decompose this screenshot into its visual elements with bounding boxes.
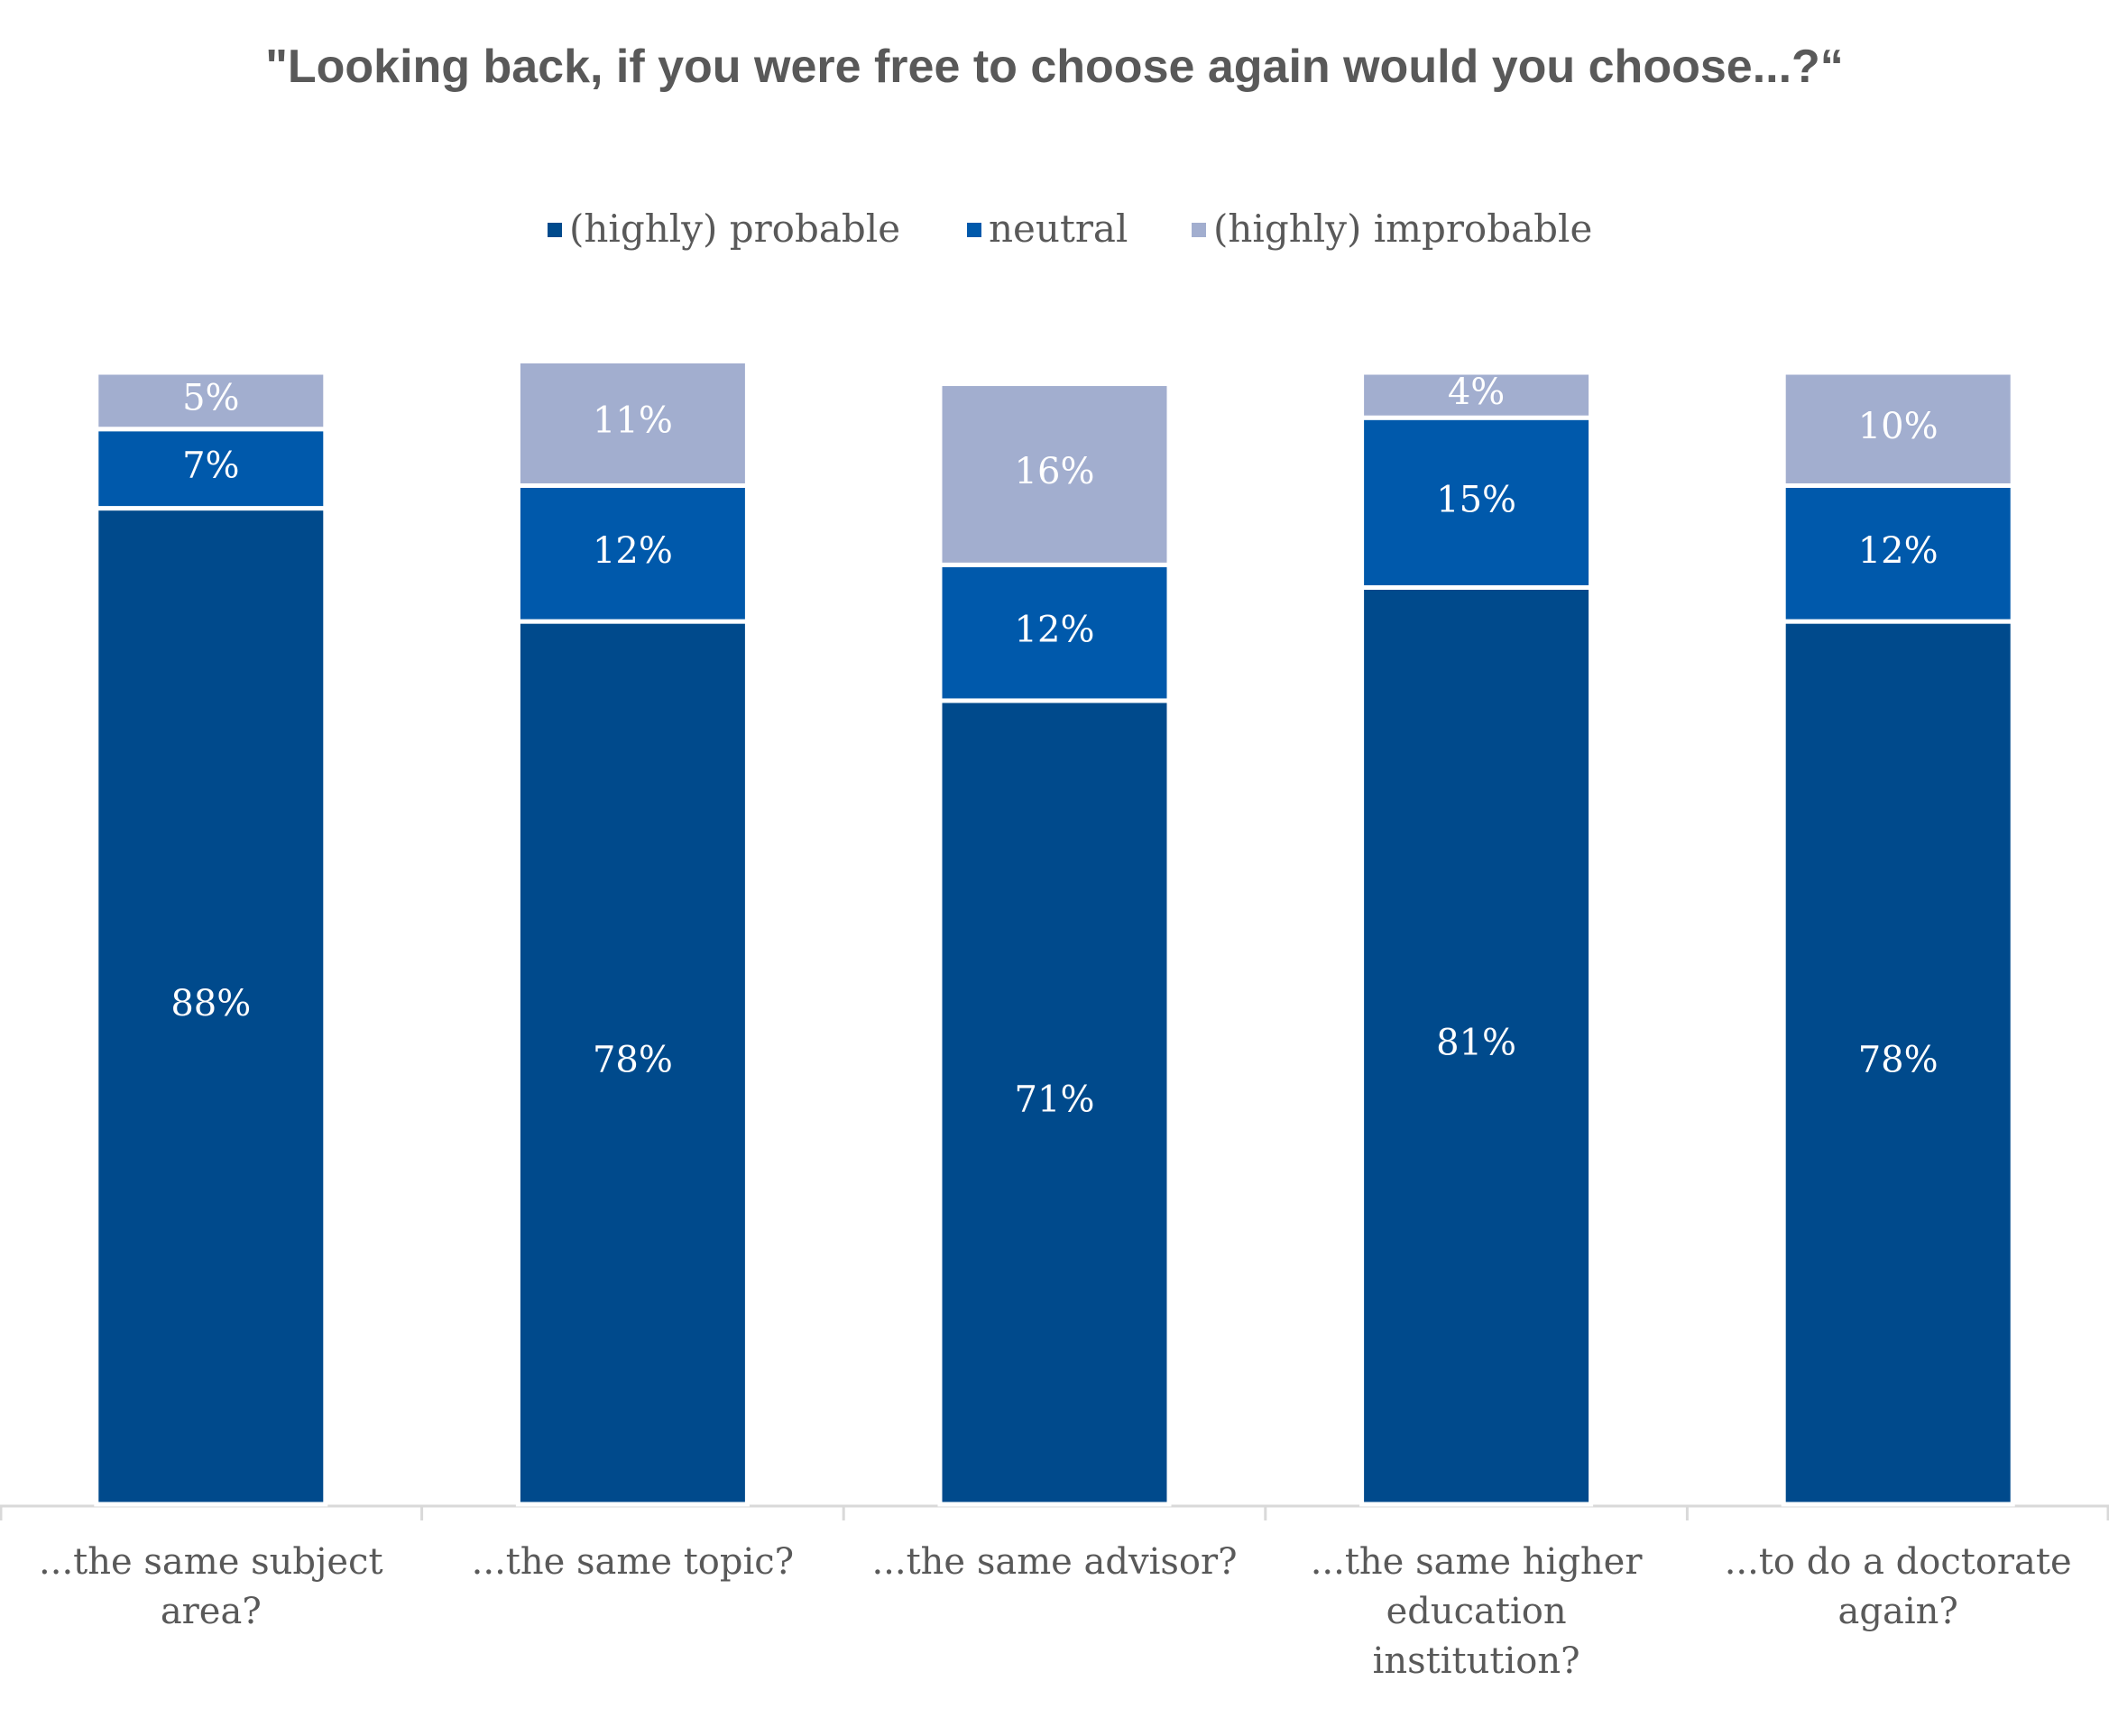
legend-label: neutral [989,207,1128,251]
bar-segment [94,370,328,432]
bar-segment [1781,619,2015,1507]
data-label: 78% [593,1040,673,1081]
x-tick-label: ...the same advisor? [871,1541,1238,1583]
x-tick-label: ...the same subject area? [39,1541,383,1632]
data-label: 12% [1015,610,1095,651]
data-label: 81% [1436,1023,1516,1064]
bar-segment [515,358,750,489]
legend-swatch [548,223,562,237]
data-label: 78% [1858,1040,1939,1081]
data-label: 71% [1015,1079,1095,1120]
data-label: 12% [593,530,673,572]
data-label: 15% [1436,479,1516,520]
bar-segment [937,381,1172,567]
data-label: 10% [1858,406,1939,447]
bar-segment [937,698,1172,1507]
data-label: 7% [182,445,239,487]
x-tick-label: ...the same topic? [471,1541,795,1583]
legend-label: (highly) probable [569,207,900,251]
data-label: 88% [170,983,251,1024]
bar-segment [1781,370,2015,488]
chart-title: "Looking back, if you were free to choos… [265,41,1844,93]
x-tick-label: ...the same higher education institution… [1310,1541,1643,1682]
x-tick-label: ...to do a doctorate again? [1724,1541,2072,1632]
bar-segment [1359,370,1594,420]
bar-segment [1359,584,1594,1507]
legend-label: (highly) improbable [1213,207,1592,251]
bar-segment [937,562,1172,703]
bar-segment [515,619,750,1507]
legend-swatch [967,223,981,237]
data-label: 5% [182,377,239,418]
data-label: 12% [1858,530,1939,572]
legend-swatch [1192,223,1206,237]
data-label: 4% [1448,372,1505,413]
bar-segment [1359,415,1594,590]
data-label: 11% [593,400,673,441]
data-label: 16% [1015,451,1095,492]
bar-segment [515,483,750,624]
